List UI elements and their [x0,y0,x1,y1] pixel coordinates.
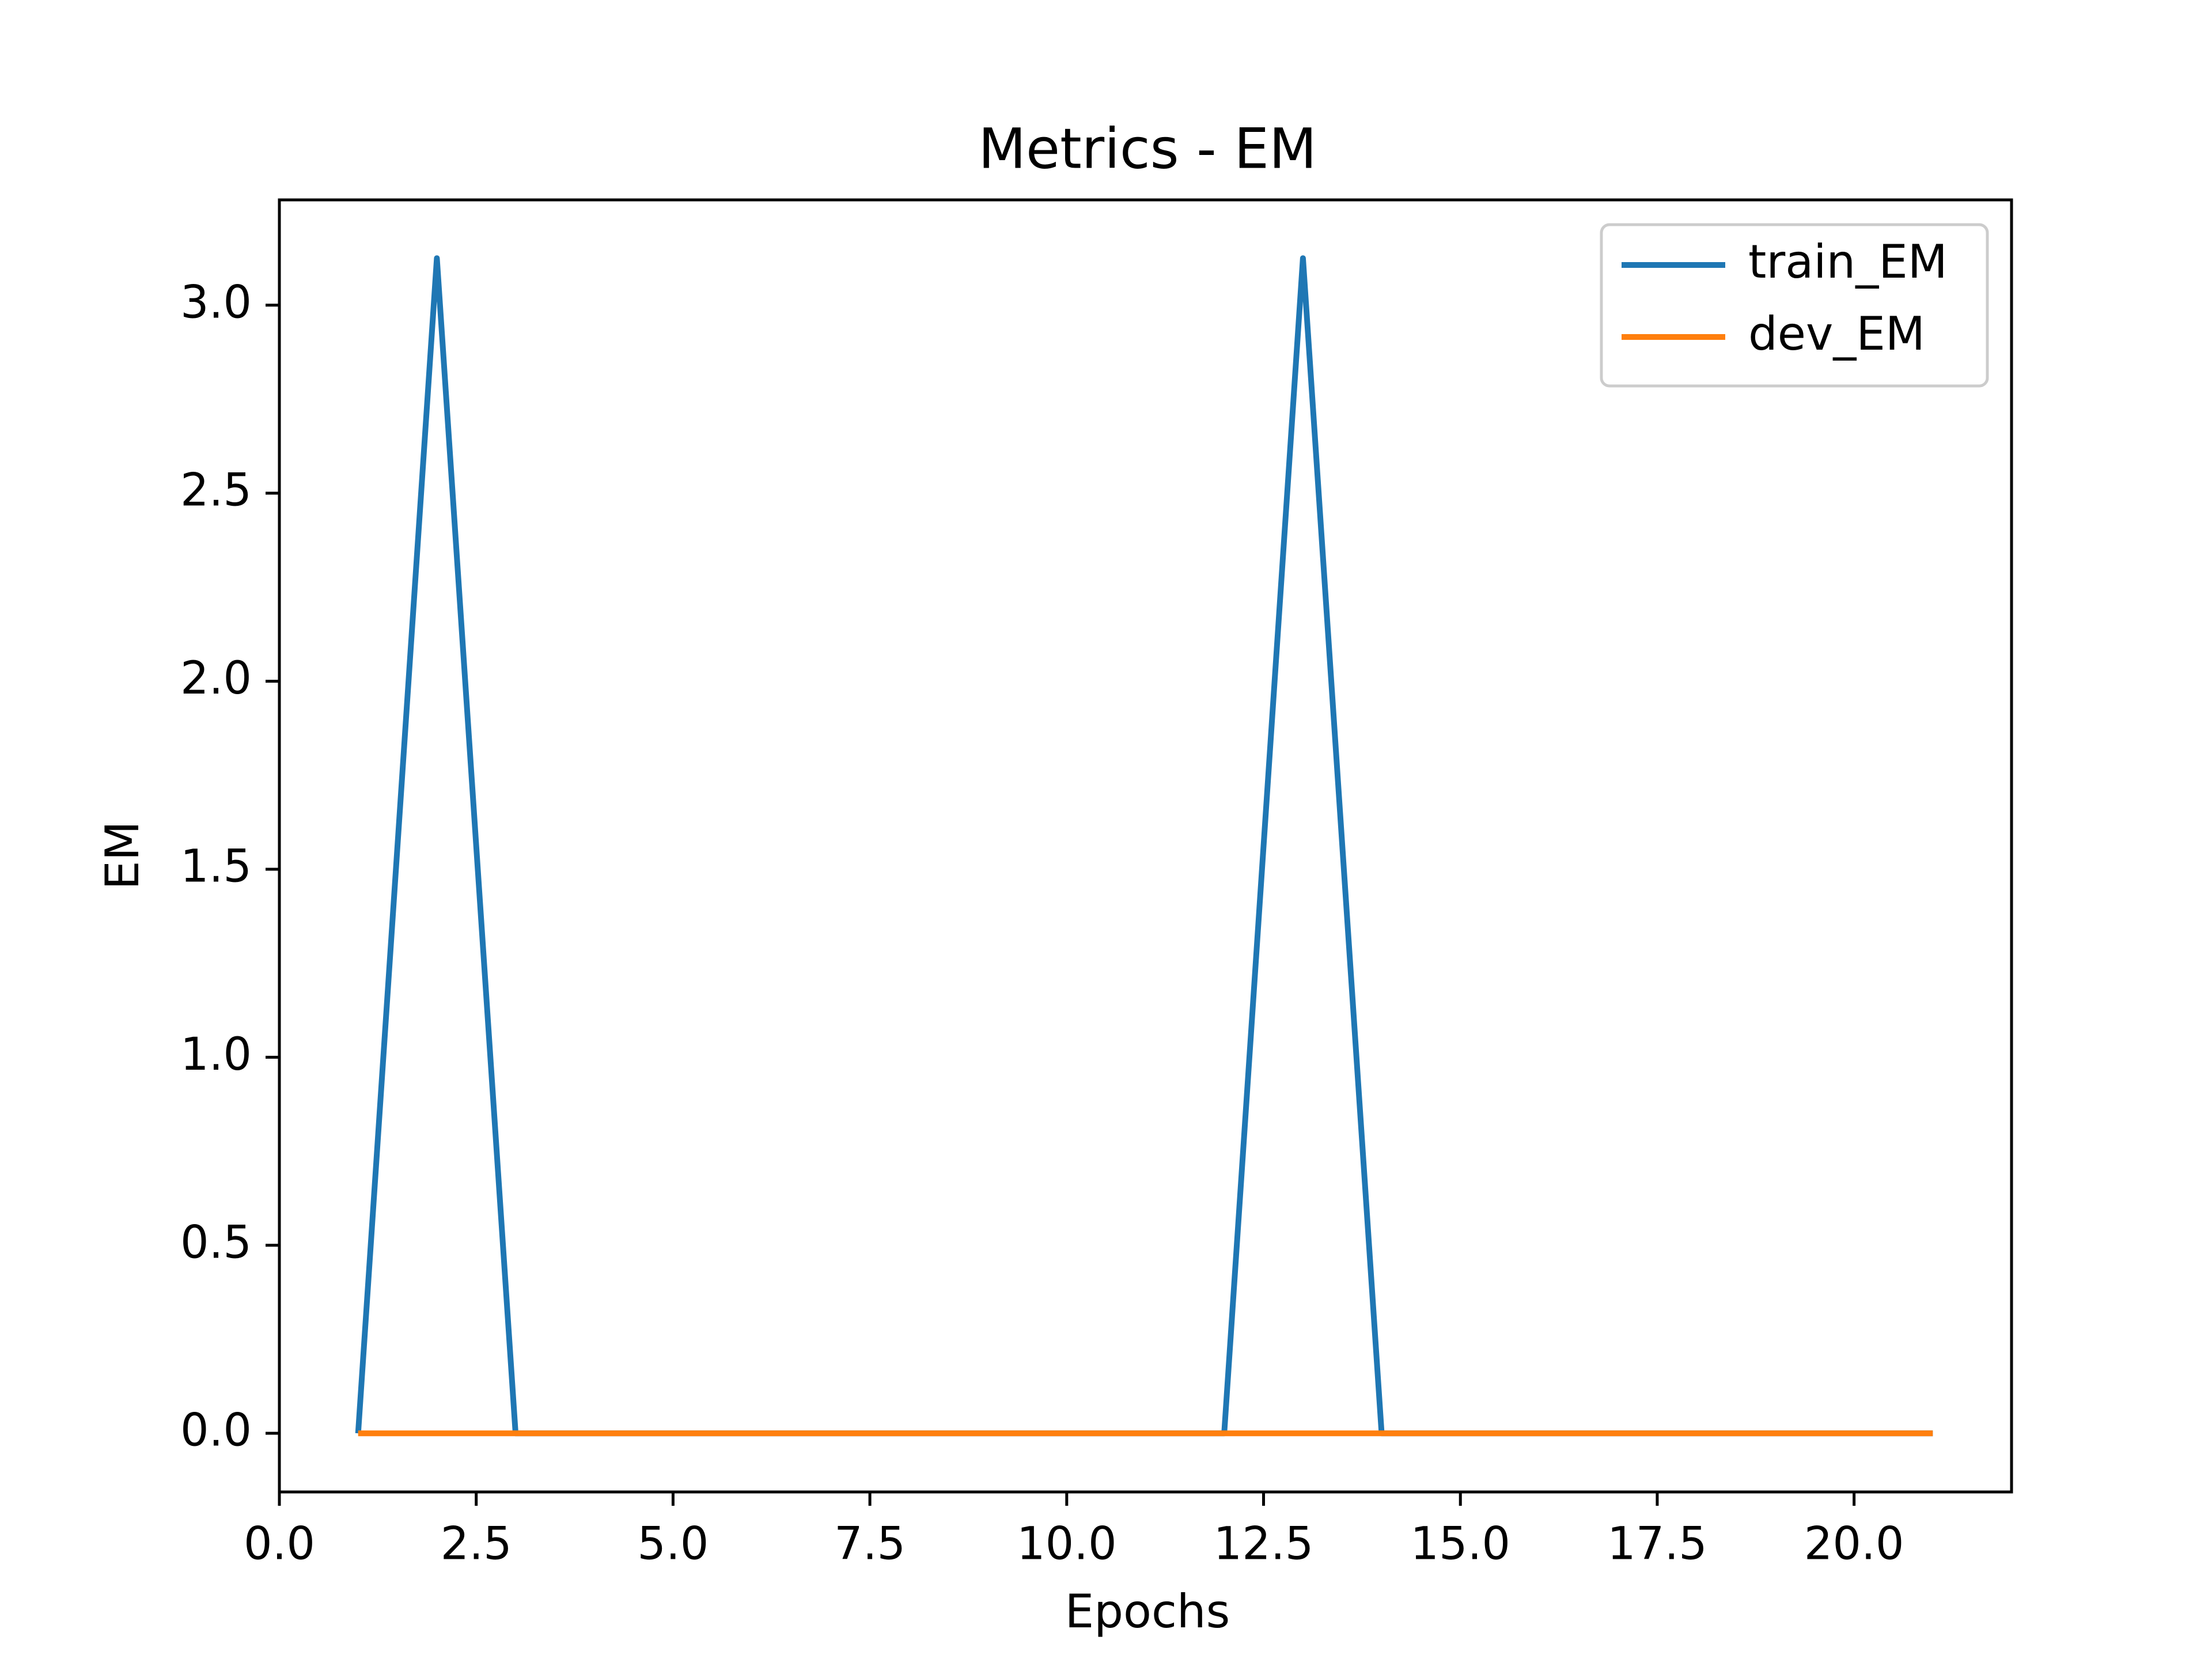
x-tick-label: 12.5 [1214,1518,1314,1570]
x-axis-label: Epochs [1065,1585,1230,1638]
legend: train_EM dev_EM [1600,223,1989,388]
chart-title: Metrics - EM [978,116,1317,181]
x-tick-label: 7.5 [834,1518,906,1570]
x-tick-label: 15.0 [1410,1518,1510,1570]
y-tick-label: 1.0 [180,1029,252,1081]
axes-frame [278,198,2013,1494]
x-tick-label: 2.5 [441,1518,512,1570]
y-tick-label: 0.5 [180,1217,252,1268]
y-tick-label: 1.5 [180,840,252,892]
y-tick-label: 3.0 [180,276,252,328]
y-tick-label: 2.0 [180,653,252,704]
y-tick-label: 0.0 [180,1405,252,1457]
plot-area: 0.0 2.5 5.0 7.5 10.0 12.5 15.0 17.5 20.0 0.0 0.5 1.… [180,198,2013,1570]
x-tick-label: 5.0 [637,1518,709,1570]
y-tick-label: 2.5 [180,465,252,517]
x-tick-label: 0.0 [244,1518,315,1570]
x-tick-label: 20.0 [1804,1518,1904,1570]
x-tick-label: 10.0 [1017,1518,1117,1570]
y-axis-label: EM [96,821,149,890]
x-tick-label: 17.5 [1607,1518,1707,1570]
legend-label: train_EM [1748,235,1948,289]
legend-label: dev_EM [1748,307,1925,361]
